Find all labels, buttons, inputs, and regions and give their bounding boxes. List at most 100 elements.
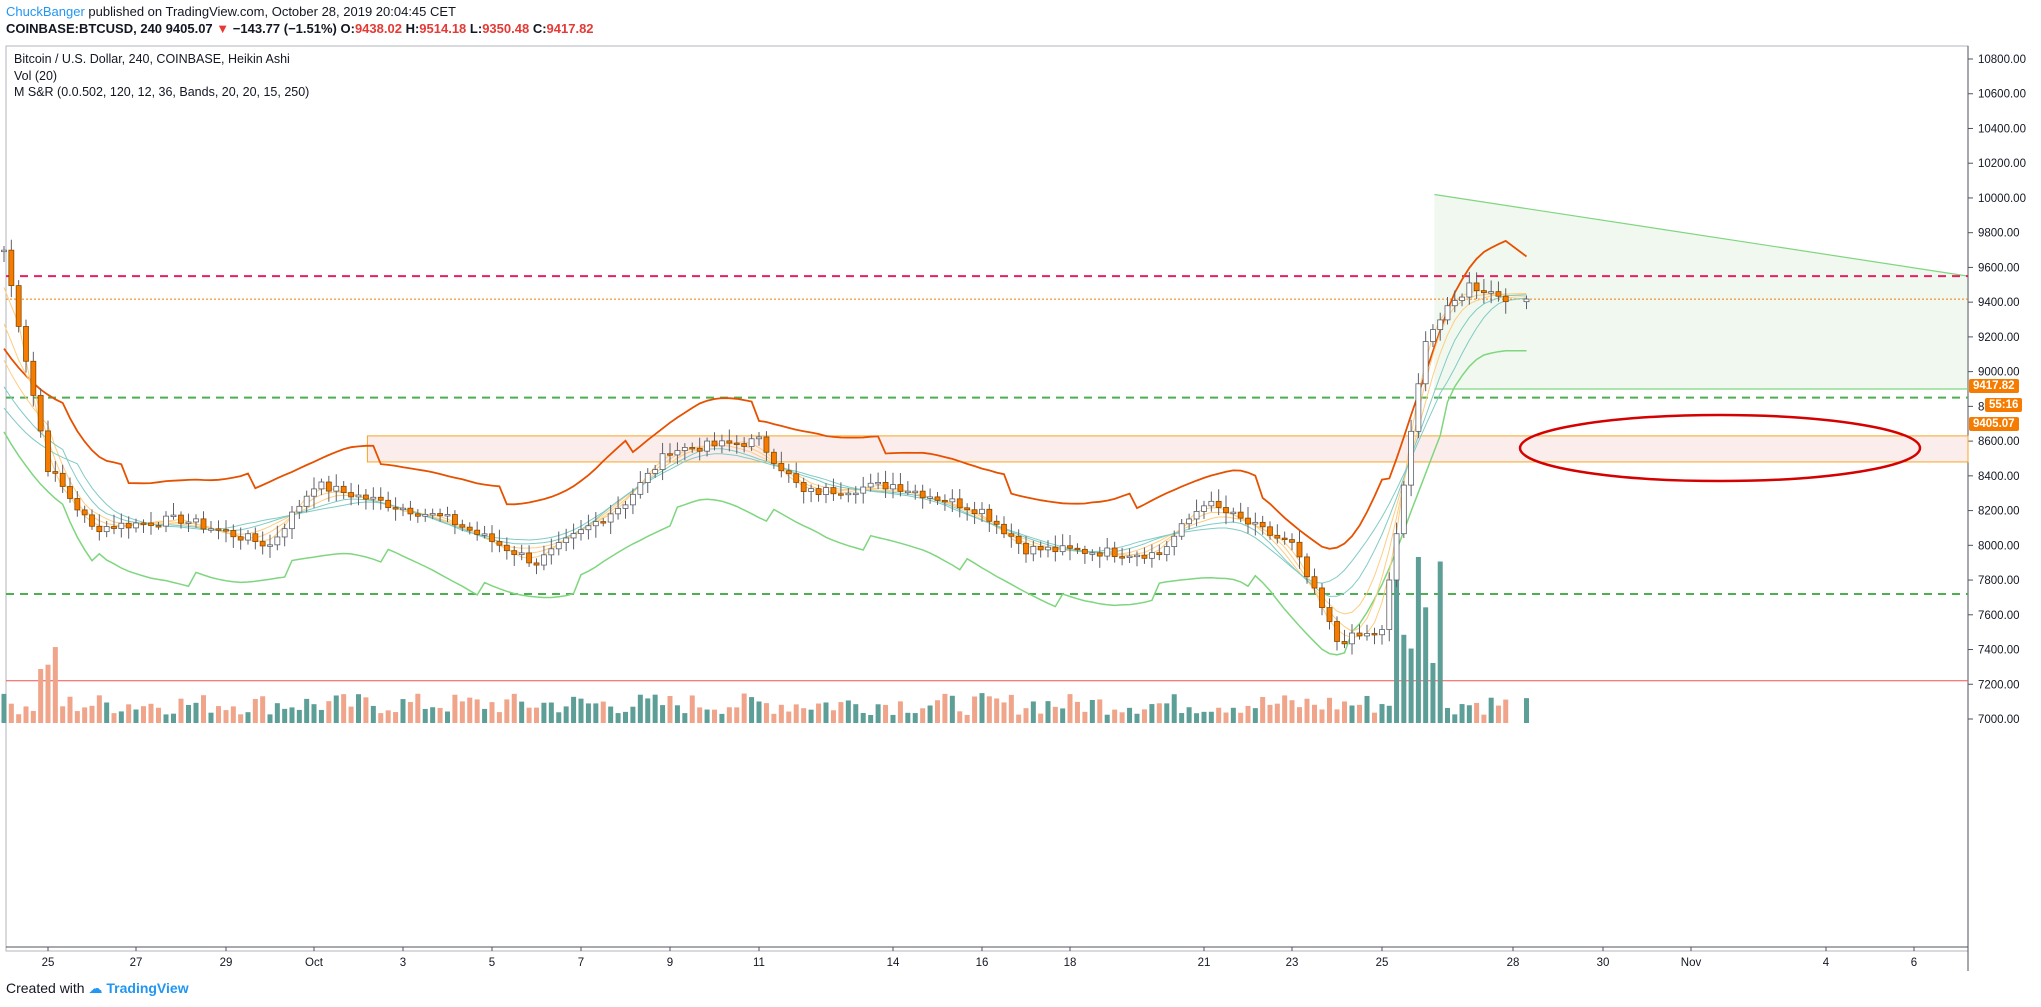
author-link[interactable]: ChuckBanger xyxy=(6,4,85,19)
volume-bar xyxy=(45,664,51,723)
candle-body xyxy=(444,514,451,517)
candle-body xyxy=(1480,290,1487,294)
volume-bar xyxy=(1488,697,1494,723)
volume-bar xyxy=(356,694,361,723)
tradingview-brand[interactable]: TradingView xyxy=(106,980,189,996)
candle-body xyxy=(1523,298,1530,303)
candle-body xyxy=(778,463,785,472)
volume-bar xyxy=(201,695,206,723)
x-tick-label: 16 xyxy=(976,957,989,969)
volume-bar xyxy=(778,704,784,723)
volume-bar xyxy=(260,696,266,723)
chart-legend: Bitcoin / U.S. Dollar, 240, COINBASE, He… xyxy=(14,51,309,101)
candle-body xyxy=(1015,535,1022,544)
candle-body xyxy=(1466,282,1473,298)
high-label: H: xyxy=(405,21,420,36)
volume-bar xyxy=(883,704,889,723)
volume-bar xyxy=(801,708,807,723)
candle-body xyxy=(1096,552,1103,557)
volume-bar xyxy=(348,706,354,723)
volume-bar xyxy=(1023,708,1029,723)
candle-body xyxy=(245,533,251,541)
volume-bar xyxy=(935,700,940,723)
candle-body xyxy=(1379,629,1385,636)
candle-body xyxy=(281,528,288,538)
candle-body xyxy=(860,486,867,494)
x-tick-label: 30 xyxy=(1597,957,1610,969)
volume-bar xyxy=(118,711,124,723)
x-tick-label: Oct xyxy=(305,957,324,969)
x-tick-label: 9 xyxy=(667,957,673,969)
volume-bar xyxy=(482,708,488,723)
volume-bar xyxy=(267,714,273,723)
candle-body xyxy=(23,326,29,362)
resistance-zone xyxy=(366,435,1969,463)
volume-bar xyxy=(104,702,110,723)
volume-bar xyxy=(689,695,695,723)
candle-body xyxy=(615,508,621,515)
candle-body xyxy=(971,509,978,515)
volume-bar xyxy=(1430,662,1436,723)
candle-body xyxy=(148,522,154,526)
volume-bar xyxy=(1282,695,1288,723)
volume-bar xyxy=(370,705,376,723)
volume-bar xyxy=(171,713,176,723)
volume-bar xyxy=(1524,698,1529,723)
y-tick-label: 10200.00 xyxy=(1978,158,2026,170)
volume-bar xyxy=(1008,694,1014,723)
y-tick-label: 10000.00 xyxy=(1978,193,2026,205)
candle-body xyxy=(949,498,956,503)
candle-body xyxy=(1415,383,1422,432)
candle-body xyxy=(1502,295,1509,303)
candle-body xyxy=(223,529,229,532)
volume-bar xyxy=(230,706,236,723)
candle-body xyxy=(837,493,844,496)
candle-body xyxy=(496,541,503,546)
volume-bar xyxy=(186,704,191,723)
volume-bar xyxy=(578,698,584,723)
volume-bar xyxy=(615,713,621,723)
volume-bar xyxy=(1097,699,1103,723)
volume-bar xyxy=(274,703,280,723)
volume-bar xyxy=(994,698,1000,723)
volume-bar xyxy=(341,694,347,723)
candle-body xyxy=(726,440,733,444)
x-tick-label: 11 xyxy=(753,957,765,969)
candle-body xyxy=(252,533,259,542)
low-label: L: xyxy=(469,21,483,36)
volume-bar xyxy=(52,647,58,723)
candle-body xyxy=(845,492,852,496)
triangle-area xyxy=(1434,194,1968,389)
legend-title: Bitcoin / U.S. Dollar, 240, COINBASE, He… xyxy=(14,52,290,66)
candle-body xyxy=(178,514,184,524)
lower-band-line xyxy=(3,349,1527,656)
candle-body xyxy=(919,490,926,499)
volume-bar xyxy=(437,707,443,723)
volume-bar xyxy=(1134,713,1140,723)
volume-bar xyxy=(845,700,851,723)
candle-body xyxy=(193,518,199,523)
candle-body xyxy=(414,513,421,517)
candle-body xyxy=(1326,607,1333,622)
candle-body xyxy=(8,249,15,287)
volume-bar xyxy=(1401,634,1407,723)
volume-bar xyxy=(289,707,295,723)
candle-body xyxy=(1001,523,1007,535)
close-value: 9417.82 xyxy=(546,21,594,36)
symbol-label: COINBASE:BTCUSD, 240 xyxy=(6,21,163,36)
price-chart[interactable]: 7000.00 7200.00 7400.00 7600.00 7800.00 8000.… xyxy=(0,38,2041,975)
volume-bar xyxy=(1437,561,1443,723)
candle-body xyxy=(1400,484,1407,535)
y-tick-label: 9800.00 xyxy=(1978,228,2020,240)
candle-body xyxy=(1126,555,1133,559)
x-tick-label: 21 xyxy=(1198,957,1211,969)
candle-body xyxy=(548,548,555,556)
high-value: 9514.18 xyxy=(419,21,467,36)
low-value: 9350.48 xyxy=(482,21,530,36)
candle-body xyxy=(942,499,948,503)
volume-bar xyxy=(957,711,963,723)
volume-bar xyxy=(1466,705,1472,723)
candle-body xyxy=(808,488,815,492)
countdown-tag: 55:16 xyxy=(1985,398,2023,412)
candle-body xyxy=(830,487,837,495)
